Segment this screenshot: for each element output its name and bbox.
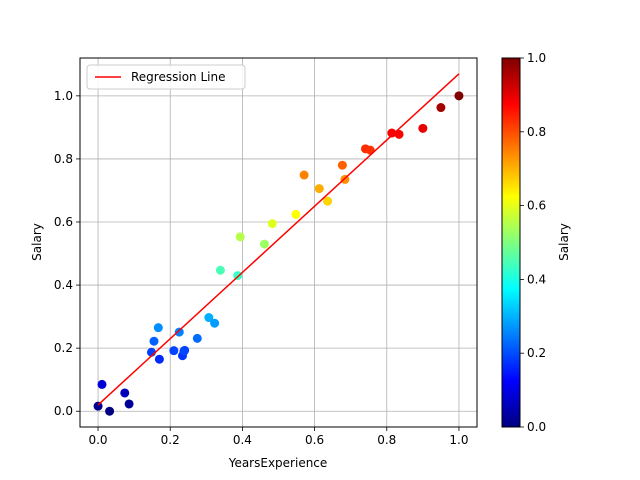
axes: 0.0 0.2 0.4 0.6 0.8 1.0 0.0 0.2 0.4 0.6 0.8 1.0	[54, 89, 469, 447]
scatter-point	[169, 346, 179, 356]
colorbar-gradient	[501, 57, 521, 428]
scatter-point	[120, 388, 130, 398]
scatter-point	[299, 170, 309, 180]
scatter-point	[259, 239, 269, 249]
scatter-point	[204, 313, 214, 323]
x-tick-label: 0.2	[161, 433, 180, 447]
y-tick-label: 0.6	[54, 215, 73, 229]
scatter-point	[436, 103, 446, 113]
x-tick-label: 1.0	[449, 433, 468, 447]
y-tick-label: 1.0	[54, 89, 73, 103]
colorbar-label: Salary	[557, 223, 571, 261]
scatter-point	[180, 345, 190, 355]
colorbar-tick-label: 0.2	[527, 346, 546, 360]
scatter-point	[210, 318, 220, 328]
regression-line	[97, 73, 460, 406]
x-tick-label: 0.0	[88, 433, 107, 447]
colorbar-ticks: 0.0 0.2 0.4 0.6 0.8 1.0	[520, 51, 546, 434]
x-tick-label: 0.8	[377, 433, 396, 447]
scatter-point	[105, 406, 115, 416]
scatter-point	[154, 354, 164, 364]
scatter-point	[387, 128, 397, 138]
y-tick-label: 0.0	[54, 404, 73, 418]
scatter-point	[418, 123, 428, 133]
plot-frame	[79, 57, 478, 428]
y-tick-label: 0.4	[54, 278, 73, 292]
scatter-point	[192, 333, 202, 343]
scatter-point	[124, 399, 134, 409]
colorbar-tick-label: 0.4	[527, 272, 546, 286]
scatter-point	[215, 265, 225, 275]
scatter-point	[93, 401, 103, 411]
y-tick-label: 0.8	[54, 152, 73, 166]
colorbar: 0.0 0.2 0.4 0.6 0.8 1.0 Salary	[501, 51, 571, 434]
scatter-point	[314, 184, 324, 194]
scatter-point	[97, 379, 107, 389]
x-axis-label: YearsExperience	[228, 456, 328, 470]
legend-label: Regression Line	[131, 70, 225, 84]
scatter-point	[153, 323, 163, 333]
colorbar-tick-label: 0.0	[527, 420, 546, 434]
scatter-point	[149, 336, 159, 346]
colorbar-tick-label: 0.6	[527, 199, 546, 213]
y-tick-label: 0.2	[54, 341, 73, 355]
x-tick-label: 0.6	[305, 433, 324, 447]
scatter-point	[291, 209, 301, 219]
legend: Regression Line	[86, 64, 246, 90]
colorbar-tick-label: 0.8	[527, 125, 546, 139]
data-marks	[93, 73, 464, 416]
x-tick-label: 0.4	[233, 433, 252, 447]
scatter-point	[267, 219, 277, 229]
scatter-point	[337, 160, 347, 170]
scatter-point	[174, 327, 184, 337]
scatter-point	[235, 232, 245, 242]
legend-box	[86, 64, 246, 90]
scatter-point	[323, 196, 333, 206]
colorbar-tick-label: 1.0	[527, 51, 546, 65]
grid-lines	[80, 58, 477, 427]
scatter-point	[394, 129, 404, 139]
scatter-point	[454, 91, 464, 101]
y-axis-label: Salary	[30, 223, 44, 261]
